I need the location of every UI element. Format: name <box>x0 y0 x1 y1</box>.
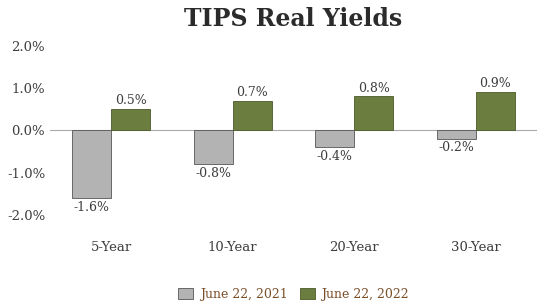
Bar <box>233 101 271 130</box>
Bar <box>476 92 515 130</box>
Bar <box>316 130 354 147</box>
Text: -0.4%: -0.4% <box>317 150 353 163</box>
Text: -0.8%: -0.8% <box>195 167 231 180</box>
Text: 0.7%: 0.7% <box>236 86 268 99</box>
Title: TIPS Real Yields: TIPS Real Yields <box>184 7 403 31</box>
Legend: June 22, 2021, June 22, 2022: June 22, 2021, June 22, 2022 <box>174 283 414 303</box>
Bar <box>111 109 150 130</box>
Bar <box>437 130 476 139</box>
Text: -1.6%: -1.6% <box>73 201 110 214</box>
Text: 0.9%: 0.9% <box>480 78 511 91</box>
Text: 0.8%: 0.8% <box>358 82 390 95</box>
Bar <box>194 130 233 164</box>
Bar <box>72 130 111 198</box>
Bar <box>354 96 393 130</box>
Text: 0.5%: 0.5% <box>115 95 146 108</box>
Text: -0.2%: -0.2% <box>438 142 474 154</box>
